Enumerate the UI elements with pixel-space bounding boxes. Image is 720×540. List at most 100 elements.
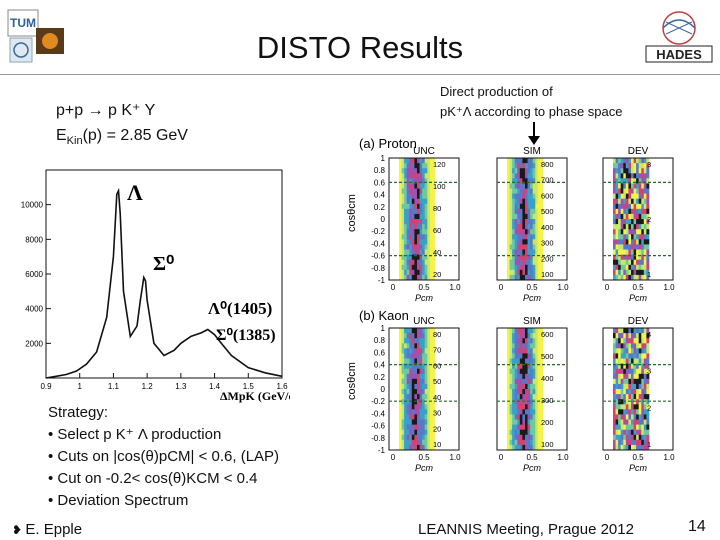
heatmap-cell <box>631 178 634 184</box>
heatmap-cell <box>638 188 642 195</box>
heatmap-cell <box>432 234 436 240</box>
heatmap-cell <box>625 378 629 385</box>
heatmap-cell <box>636 378 639 385</box>
heatmap-cell <box>427 234 431 240</box>
heatmap-cell <box>522 224 526 230</box>
heatmap-cell <box>429 213 433 220</box>
heatmap-cell <box>512 434 515 441</box>
heatmap-cell <box>623 338 627 344</box>
heatmap-cell <box>643 348 647 354</box>
heatmap-cell <box>613 363 616 370</box>
heatmap-cell <box>636 173 639 179</box>
y-tick-label: -0.8 <box>371 434 385 443</box>
heatmap-cell <box>615 188 619 195</box>
heatmap-cell <box>411 363 415 370</box>
heatmap-cell <box>404 399 407 405</box>
heatmap-cell <box>625 269 629 276</box>
heatmap-cell <box>406 163 410 169</box>
heatmap-cell <box>643 399 647 405</box>
heatmap-cell <box>522 168 526 174</box>
heatmap-cell <box>535 183 539 189</box>
heatmap-cell <box>525 358 528 365</box>
heatmap-cell <box>532 343 536 349</box>
heatmap-cell <box>638 399 642 405</box>
heatmap-cell <box>522 183 526 189</box>
heatmap-cell <box>417 383 420 390</box>
heatmap-cell <box>512 373 515 380</box>
heatmap-cell <box>525 383 528 390</box>
heatmap-cell <box>615 244 619 250</box>
heatmap-cell <box>509 274 513 281</box>
heatmap-cell <box>636 394 639 400</box>
heatmap-cell <box>414 163 418 169</box>
heatmap-cell <box>419 368 423 375</box>
heatmap-cell <box>535 419 539 426</box>
heatmap-cell <box>399 158 402 164</box>
heatmap-cell <box>631 274 634 281</box>
heatmap-cell <box>527 224 531 230</box>
y-tick-label: 1 <box>381 324 386 333</box>
heatmap-cell <box>409 333 413 339</box>
heatmap-cell <box>643 208 647 215</box>
heatmap-cell <box>401 264 405 271</box>
heatmap-cell <box>509 168 513 174</box>
heatmap-cell <box>422 229 425 235</box>
heatmap-cell <box>535 409 539 415</box>
heatmap-cell <box>422 193 425 200</box>
heatmap-cell <box>646 274 650 281</box>
heatmap-cell <box>623 259 627 266</box>
heatmap-cell <box>401 439 405 446</box>
heatmap-cell <box>631 259 634 266</box>
heatmap-cell <box>406 168 410 174</box>
heatmap-cell <box>643 264 647 271</box>
heatmap-cell <box>535 158 539 164</box>
heatmap-cell <box>631 414 634 420</box>
heatmap-cell <box>641 188 645 195</box>
heatmap-cell <box>414 249 418 256</box>
heatmap-cell <box>613 424 616 431</box>
heatmap-cell <box>429 424 433 431</box>
heatmap-cell <box>509 399 513 405</box>
heatmap-cell <box>414 219 418 225</box>
heatmap-cell <box>422 439 425 446</box>
heatmap-cell <box>419 399 423 405</box>
heatmap-cell <box>509 409 513 415</box>
heatmap-cell <box>509 163 513 169</box>
heatmap-cell <box>643 363 647 370</box>
heatmap-cell <box>419 234 423 240</box>
heatmap-cell <box>643 254 647 261</box>
heatmap-cell <box>399 249 402 256</box>
heatmap-cell <box>514 399 518 405</box>
heatmap-cell <box>623 229 627 235</box>
heatmap-cell <box>419 434 423 441</box>
heatmap-cell <box>417 328 420 334</box>
heatmap-cell <box>628 373 632 380</box>
heatmap-cell <box>618 373 621 380</box>
heatmap-cell <box>641 183 645 189</box>
y-tick-label: -0.4 <box>371 409 385 418</box>
heatmap-cell <box>643 419 647 426</box>
heatmap-cell <box>399 193 402 200</box>
heatmap-cell <box>646 208 650 215</box>
heatmap-cell <box>537 198 541 205</box>
colorbar-label: 50 <box>433 377 441 386</box>
heatmap-cell <box>540 229 544 235</box>
heatmap-cell <box>620 399 624 405</box>
heatmap-cell <box>406 338 410 344</box>
heatmap-cell <box>507 183 510 189</box>
heatmap-cell <box>507 439 510 446</box>
heatmap-cell <box>525 444 528 451</box>
heatmap-cell <box>517 239 521 245</box>
heatmap-cell <box>532 269 536 276</box>
heatmap-cell <box>613 213 616 220</box>
heatmap-cell <box>618 394 621 400</box>
heatmap-cell <box>527 394 531 400</box>
heatmap-cell <box>429 193 433 200</box>
heatmap-cell <box>631 368 634 375</box>
heatmap-cell <box>432 254 436 261</box>
heatmap-cell <box>620 229 624 235</box>
heatmap-cell <box>633 249 637 256</box>
heatmap-cell <box>411 168 415 174</box>
heatmap-cell <box>417 363 420 370</box>
heatmap-cell <box>409 244 413 250</box>
